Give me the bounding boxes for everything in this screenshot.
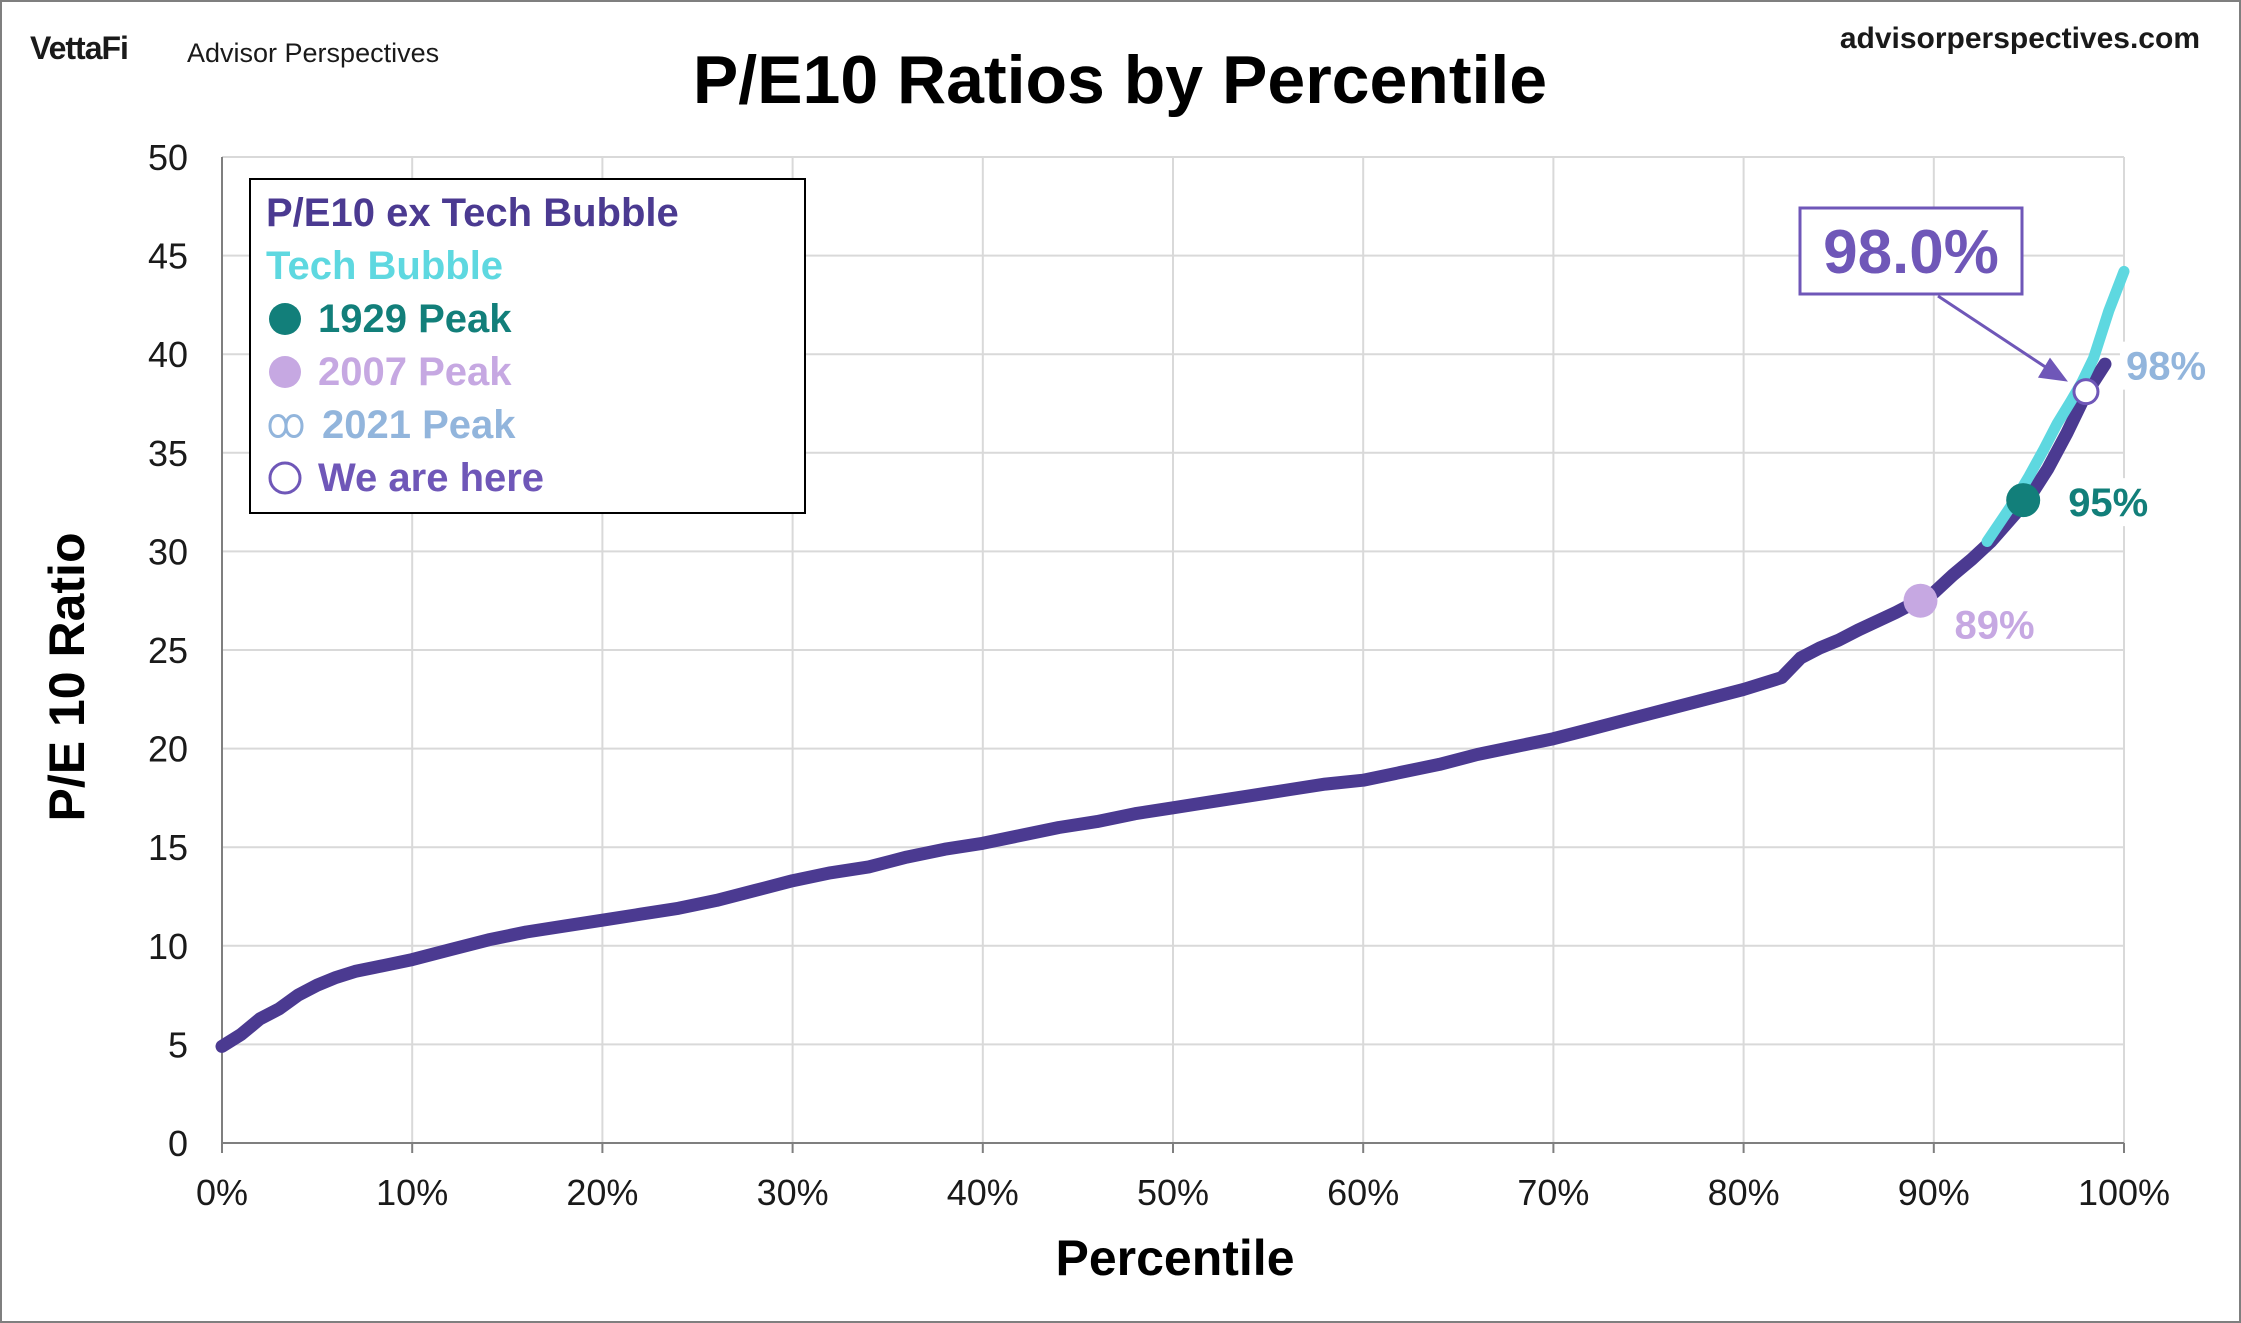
x-tick-label: 10% [376, 1172, 448, 1213]
legend-label-1: Tech Bubble [266, 244, 503, 288]
x-tick-label: 30% [757, 1172, 829, 1213]
callout-box [1798, 206, 2024, 296]
y-tick-label: 20 [148, 729, 188, 770]
brand-logo: VettaFi [30, 30, 128, 66]
x-tick-labels: 0% 10% 20% 30% 40% 50% 60% 70% 80% 90% 100% [196, 1172, 2170, 1213]
x-tick-label: 70% [1517, 1172, 1589, 1213]
legend-symbol-5 [268, 461, 302, 495]
y-tick-label: 15 [148, 827, 188, 868]
x-tick-label: 0% [196, 1172, 248, 1213]
point-label-background [1948, 600, 2051, 649]
point-label-background [2062, 478, 2165, 527]
y-tick-label: 5 [168, 1024, 188, 1065]
x-tick-label: 80% [1708, 1172, 1780, 1213]
point-label-2021-peak: 98% [2126, 345, 2206, 389]
x-tick-label: 90% [1898, 1172, 1970, 1213]
y-tick-label: 45 [148, 236, 188, 277]
y-tick-label: 10 [148, 926, 188, 967]
point-label-2007-peak: 89% [1954, 604, 2034, 648]
y-tick-label: 40 [148, 334, 188, 375]
point-label-1929-peak: 95% [2068, 481, 2148, 525]
series-line-ex-tech-bubble [215, 357, 2112, 1053]
callout: 98.0% [1798, 206, 2068, 382]
callout-arrow [1937, 294, 2055, 374]
legend-label-2: 1929 Peak [318, 297, 512, 341]
x-axis-title: Percentile [1055, 1230, 1294, 1286]
y-tick-labels: 0 5 10 15 20 25 30 35 40 45 50 [148, 137, 188, 1164]
callout-text: 98.0% [1823, 218, 1999, 287]
x-tick-label: 40% [947, 1172, 1019, 1213]
y-axis-title: P/E 10 Ratio [39, 533, 95, 822]
legend-label-0: P/E10 ex Tech Bubble [266, 191, 679, 235]
x-tick-label: 60% [1327, 1172, 1399, 1213]
marker-we-are-here [2072, 378, 2100, 406]
point-label-background [2119, 341, 2222, 390]
legend-label-4: 2021 Peak [322, 403, 516, 447]
y-tick-label: 35 [148, 433, 188, 474]
x-tick-label: 50% [1137, 1172, 1209, 1213]
legend-symbol-3 [269, 356, 301, 388]
markers: 95% 89% 98% [1903, 341, 2222, 649]
y-tick-label: 25 [148, 630, 188, 671]
legend-label-3: 2007 Peak [318, 350, 512, 394]
infinity-icon [268, 414, 304, 438]
legend-label-5: We are here [318, 456, 544, 500]
site-url: advisorperspectives.com [1840, 22, 2200, 55]
legend: P/E10 ex Tech Bubble Tech Bubble 1929 Peak… [249, 178, 806, 514]
brand-name: Advisor Perspectives [187, 38, 439, 68]
legend-symbol-2 [269, 303, 301, 335]
callout-arrowhead [2037, 357, 2068, 382]
y-tick-label: 0 [168, 1123, 188, 1164]
y-tick-label: 50 [148, 137, 188, 178]
marker-2007-peak [1903, 583, 1938, 618]
y-tick-label: 30 [148, 531, 188, 572]
legend-box [249, 178, 806, 514]
chart-title: P/E10 Ratios by Percentile [693, 42, 1547, 118]
marker-1929-peak [2006, 483, 2041, 518]
axes [221, 157, 2125, 1153]
x-tick-label: 100% [2078, 1172, 2170, 1213]
x-tick-label: 20% [566, 1172, 638, 1213]
